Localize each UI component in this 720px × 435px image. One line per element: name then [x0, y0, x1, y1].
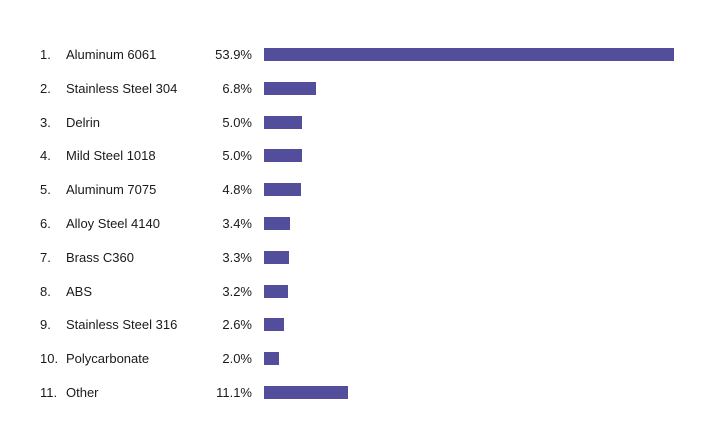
bar-row: 10. Polycarbonate 2.0%	[0, 349, 720, 369]
category-label: Delrin	[66, 114, 100, 130]
bar	[264, 217, 290, 230]
bar	[264, 284, 289, 298]
rank-label: 2.	[40, 80, 51, 96]
bar-row: 2. Stainless Steel 304 6.8%	[0, 79, 720, 99]
category-label: Polycarbonate	[66, 351, 150, 367]
value-label: 4.8%	[222, 182, 252, 198]
value-label: 2.6%	[222, 317, 252, 333]
value-label: 5.0%	[222, 114, 252, 130]
rank-label: 1.	[40, 47, 51, 62]
bar	[264, 318, 284, 332]
rank-label: 5.	[40, 182, 51, 198]
bar-row: 8. ABS 3.2%	[0, 282, 720, 302]
value-label: 53.9%	[215, 47, 252, 62]
bar-row: 11. Other 11.1%	[0, 383, 720, 403]
value-label: 5.0%	[222, 148, 252, 164]
value-label: 11.1%	[216, 385, 252, 400]
rank-label: 8.	[40, 283, 51, 299]
bar-row: 5. Aluminum 7075 4.8%	[0, 180, 720, 200]
bar	[264, 149, 303, 163]
value-label: 3.3%	[222, 249, 252, 265]
bar	[264, 81, 316, 95]
rank-label: 6.	[40, 216, 51, 231]
category-label: Stainless Steel 304	[66, 80, 178, 96]
bar	[264, 115, 303, 129]
rank-label: 9.	[40, 317, 51, 333]
category-label: Mild Steel 1018	[66, 148, 156, 164]
value-label: 2.0%	[222, 351, 252, 367]
category-label: Stainless Steel 316	[66, 317, 178, 333]
rank-label: 10.	[40, 351, 59, 367]
category-label: ABS	[66, 283, 93, 299]
bar-row: 9. Stainless Steel 316 2.6%	[0, 315, 720, 335]
bar-row: 6. Alloy Steel 4140 3.4%	[0, 214, 720, 234]
rank-label: 11.	[40, 385, 58, 400]
category-label: Aluminum 6061	[66, 47, 157, 62]
rank-label: 7.	[40, 249, 51, 265]
rank-label: 4.	[40, 148, 51, 164]
bar-row: 1. Aluminum 6061 53.9%	[0, 45, 720, 65]
bar-row: 3. Delrin 5.0%	[0, 113, 720, 133]
category-label: Alloy Steel 4140	[66, 216, 160, 231]
bar	[264, 183, 301, 197]
value-label: 3.4%	[222, 216, 252, 231]
category-label: Aluminum 7075	[66, 182, 157, 198]
bar	[264, 48, 674, 61]
bar-row: 4. Mild Steel 1018 5.0%	[0, 146, 720, 166]
value-label: 3.2%	[222, 283, 252, 299]
rank-label: 3.	[40, 114, 51, 130]
bar-row: 7. Brass C360 3.3%	[0, 248, 720, 268]
category-label: Brass C360	[66, 249, 134, 265]
bar	[264, 386, 349, 399]
bar	[264, 250, 290, 264]
category-label: Other	[66, 385, 99, 400]
bar	[264, 352, 280, 366]
value-label: 6.8%	[222, 80, 252, 96]
